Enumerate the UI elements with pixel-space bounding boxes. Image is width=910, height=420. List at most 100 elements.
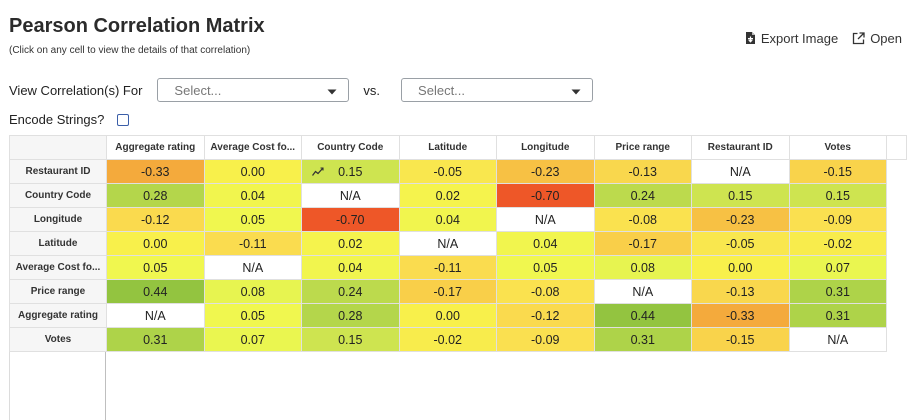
- correlation-value: N/A: [632, 284, 654, 299]
- correlation-value: N/A: [339, 188, 361, 203]
- correlation-cell[interactable]: 0.00: [203, 159, 302, 184]
- correlation-cell[interactable]: N/A: [203, 255, 302, 280]
- correlation-value: N/A: [437, 236, 459, 251]
- encode-strings-checkbox[interactable]: [117, 113, 130, 126]
- correlation-value: 0.04: [435, 212, 460, 227]
- correlation-value: -0.15: [726, 332, 755, 347]
- correlation-cell[interactable]: N/A: [496, 207, 595, 232]
- correlation-cell[interactable]: 0.07: [203, 327, 302, 352]
- correlation-cell[interactable]: 0.15: [301, 159, 400, 184]
- export-image-button[interactable]: Export Image: [745, 31, 838, 46]
- correlation-cell[interactable]: -0.33: [691, 303, 790, 328]
- row-header: Restaurant ID: [9, 159, 107, 184]
- correlation-cell[interactable]: -0.17: [593, 231, 692, 256]
- correlation-cell[interactable]: 0.02: [398, 183, 497, 208]
- trend-line-icon[interactable]: [311, 166, 324, 180]
- correlation-cell[interactable]: 0.08: [593, 255, 692, 280]
- correlation-cell[interactable]: N/A: [398, 231, 497, 256]
- correlation-cell[interactable]: 0.24: [301, 279, 400, 304]
- correlation-cell[interactable]: -0.23: [691, 207, 790, 232]
- correlation-cell[interactable]: -0.09: [496, 327, 595, 352]
- external-link-icon: [852, 32, 865, 45]
- correlation-value: -0.13: [628, 164, 658, 179]
- row-header: Aggregate rating: [9, 303, 107, 328]
- correlation-cell[interactable]: 0.02: [301, 231, 400, 256]
- correlation-cell[interactable]: 0.07: [788, 255, 887, 280]
- correlation-cell[interactable]: -0.08: [593, 207, 692, 232]
- correlation-value: 0.31: [825, 284, 850, 299]
- correlation-value: N/A: [534, 212, 556, 227]
- correlation-cell[interactable]: N/A: [106, 303, 205, 328]
- correlation-cell[interactable]: -0.05: [691, 231, 790, 256]
- correlation-value: N/A: [827, 332, 849, 347]
- correlation-grid: Aggregate rating Average Cost fo... Countr…: [9, 135, 910, 420]
- correlation-cell[interactable]: 0.31: [106, 327, 205, 352]
- open-label: Open: [870, 31, 902, 46]
- vs-label: vs.: [363, 82, 381, 98]
- correlation-cell[interactable]: N/A: [691, 159, 790, 184]
- correlation-cell[interactable]: 0.05: [496, 255, 595, 280]
- correlation-cell[interactable]: 0.15: [301, 327, 400, 352]
- correlation-cell[interactable]: 0.31: [788, 279, 887, 304]
- correlation-cell[interactable]: -0.11: [203, 231, 302, 256]
- correlation-cell[interactable]: -0.09: [788, 207, 887, 232]
- select-1-placeholder: Select...: [174, 82, 222, 98]
- table-row: Country Code 0.28 0.04 N/A 0.02 -0.70 0.24 0.15…: [9, 183, 907, 208]
- correlation-value: 0.07: [825, 260, 850, 275]
- correlation-cell[interactable]: -0.12: [106, 207, 205, 232]
- correlation-select-2[interactable]: Select...: [401, 78, 594, 102]
- correlation-cell[interactable]: 0.00: [106, 231, 205, 256]
- correlation-cell[interactable]: 0.28: [301, 303, 400, 328]
- correlation-cell[interactable]: 0.24: [593, 183, 692, 208]
- correlation-value: 0.05: [143, 260, 168, 275]
- correlation-cell[interactable]: -0.15: [788, 159, 887, 184]
- table-row: Longitude -0.12 0.05 -0.70 0.04 N/A -0.08 -0.23…: [9, 207, 907, 232]
- correlation-cell[interactable]: -0.11: [398, 255, 497, 280]
- correlation-cell[interactable]: 0.04: [398, 207, 497, 232]
- correlation-cell[interactable]: 0.44: [106, 279, 205, 304]
- correlation-cell[interactable]: 0.15: [691, 183, 790, 208]
- correlation-cell[interactable]: 0.00: [398, 303, 497, 328]
- correlation-cell[interactable]: 0.05: [203, 207, 302, 232]
- correlation-cell[interactable]: -0.13: [691, 279, 790, 304]
- correlation-value: -0.08: [628, 212, 658, 227]
- column-header: Aggregate rating: [106, 135, 205, 160]
- correlation-cell[interactable]: 0.04: [301, 255, 400, 280]
- correlation-matrix: Aggregate rating Average Cost fo... Countr…: [9, 135, 907, 352]
- correlation-cell[interactable]: 0.44: [593, 303, 692, 328]
- correlation-cell[interactable]: -0.15: [691, 327, 790, 352]
- open-button[interactable]: Open: [852, 31, 902, 46]
- correlation-cell[interactable]: 0.05: [106, 255, 205, 280]
- correlation-cell[interactable]: 0.28: [106, 183, 205, 208]
- correlation-cell[interactable]: -0.13: [593, 159, 692, 184]
- correlation-select-1[interactable]: Select...: [157, 78, 350, 102]
- correlation-cell[interactable]: -0.70: [496, 183, 595, 208]
- correlation-value: 0.05: [240, 308, 265, 323]
- correlation-cell[interactable]: -0.23: [496, 159, 595, 184]
- correlation-value: -0.70: [531, 188, 560, 203]
- correlation-cell[interactable]: -0.17: [398, 279, 497, 304]
- correlation-cell[interactable]: 0.04: [203, 183, 302, 208]
- correlation-cell[interactable]: 0.08: [203, 279, 302, 304]
- select-2-placeholder: Select...: [418, 82, 466, 98]
- correlation-cell[interactable]: -0.02: [788, 231, 887, 256]
- correlation-cell[interactable]: 0.31: [593, 327, 692, 352]
- correlation-value: -0.11: [238, 236, 267, 251]
- correlation-cell[interactable]: -0.08: [496, 279, 595, 304]
- correlation-value: 0.44: [630, 308, 655, 323]
- correlation-cell[interactable]: N/A: [788, 327, 887, 352]
- correlation-cell[interactable]: 0.31: [788, 303, 887, 328]
- correlation-cell[interactable]: -0.05: [398, 159, 497, 184]
- correlation-cell[interactable]: 0.04: [496, 231, 595, 256]
- correlation-cell[interactable]: 0.00: [691, 255, 790, 280]
- correlation-cell[interactable]: N/A: [301, 183, 400, 208]
- correlation-cell[interactable]: N/A: [593, 279, 692, 304]
- correlation-value: 0.00: [143, 236, 168, 251]
- correlation-cell[interactable]: -0.12: [496, 303, 595, 328]
- correlation-value: 0.05: [533, 260, 558, 275]
- correlation-cell[interactable]: 0.15: [788, 183, 887, 208]
- correlation-cell[interactable]: -0.70: [301, 207, 400, 232]
- correlation-cell[interactable]: -0.33: [106, 159, 205, 184]
- correlation-cell[interactable]: -0.02: [398, 327, 497, 352]
- correlation-cell[interactable]: 0.05: [203, 303, 302, 328]
